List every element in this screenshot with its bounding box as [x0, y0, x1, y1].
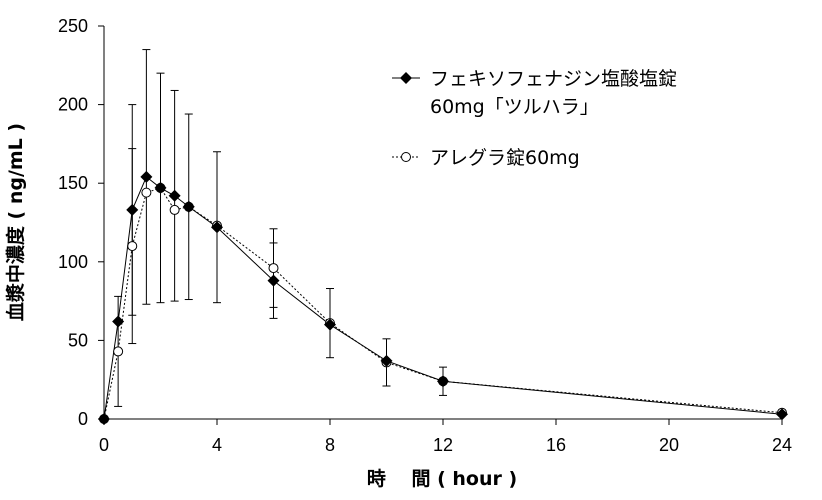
legend-label-series1: フェキソフェナジン塩酸塩錠 [430, 68, 677, 90]
x-tick-label: 4 [212, 435, 222, 455]
series1-point [126, 203, 139, 216]
series-markers [98, 170, 788, 425]
series1-point [776, 408, 788, 421]
series1-point [140, 170, 153, 183]
x-tick-label: 24 [772, 435, 792, 455]
series1-point [267, 274, 280, 287]
x-tick-label: 16 [546, 435, 566, 455]
x-tick-label: 20 [659, 435, 679, 455]
series1-point [324, 318, 336, 331]
series2-point [141, 187, 152, 198]
legend-marker-series1 [400, 72, 412, 84]
series1-point [154, 181, 167, 194]
axis-ticks: 0 50 100 150 200 250 0 4 8 12 16 20 24 [58, 16, 792, 455]
legend-label-series1-line2: 60mg「ツルハラ」 [430, 96, 599, 118]
x-tick-label: 8 [325, 435, 335, 455]
y-tick-label: 250 [58, 16, 88, 36]
series2-point [127, 241, 138, 252]
series1-point [112, 315, 125, 328]
legend: フェキソフェナジン塩酸塩錠 60mg「ツルハラ」 アレグラ錠60mg [392, 68, 677, 169]
series1-point [182, 200, 195, 213]
y-axis-title: 血漿中濃度 ( ng/mL ) [4, 123, 27, 321]
series2-point [268, 263, 279, 274]
y-tick-label: 50 [68, 330, 88, 350]
legend-label-series2: アレグラ錠60mg [430, 147, 580, 169]
series2-point [113, 346, 124, 357]
x-tick-label: 12 [433, 435, 453, 455]
series2-point [169, 204, 180, 215]
error-bars [114, 49, 447, 407]
y-tick-label: 0 [78, 409, 88, 429]
series1-point [168, 189, 181, 202]
series1-point [437, 375, 449, 388]
series1-point [211, 221, 223, 234]
y-tick-label: 100 [58, 252, 88, 272]
legend-marker-series2 [401, 152, 411, 162]
y-tick-label: 200 [58, 95, 88, 115]
x-tick-label: 0 [99, 435, 109, 455]
x-axis-title: 時 間 ( hour ) [367, 468, 517, 490]
y-tick-label: 150 [58, 173, 88, 193]
series1-point [380, 354, 393, 367]
